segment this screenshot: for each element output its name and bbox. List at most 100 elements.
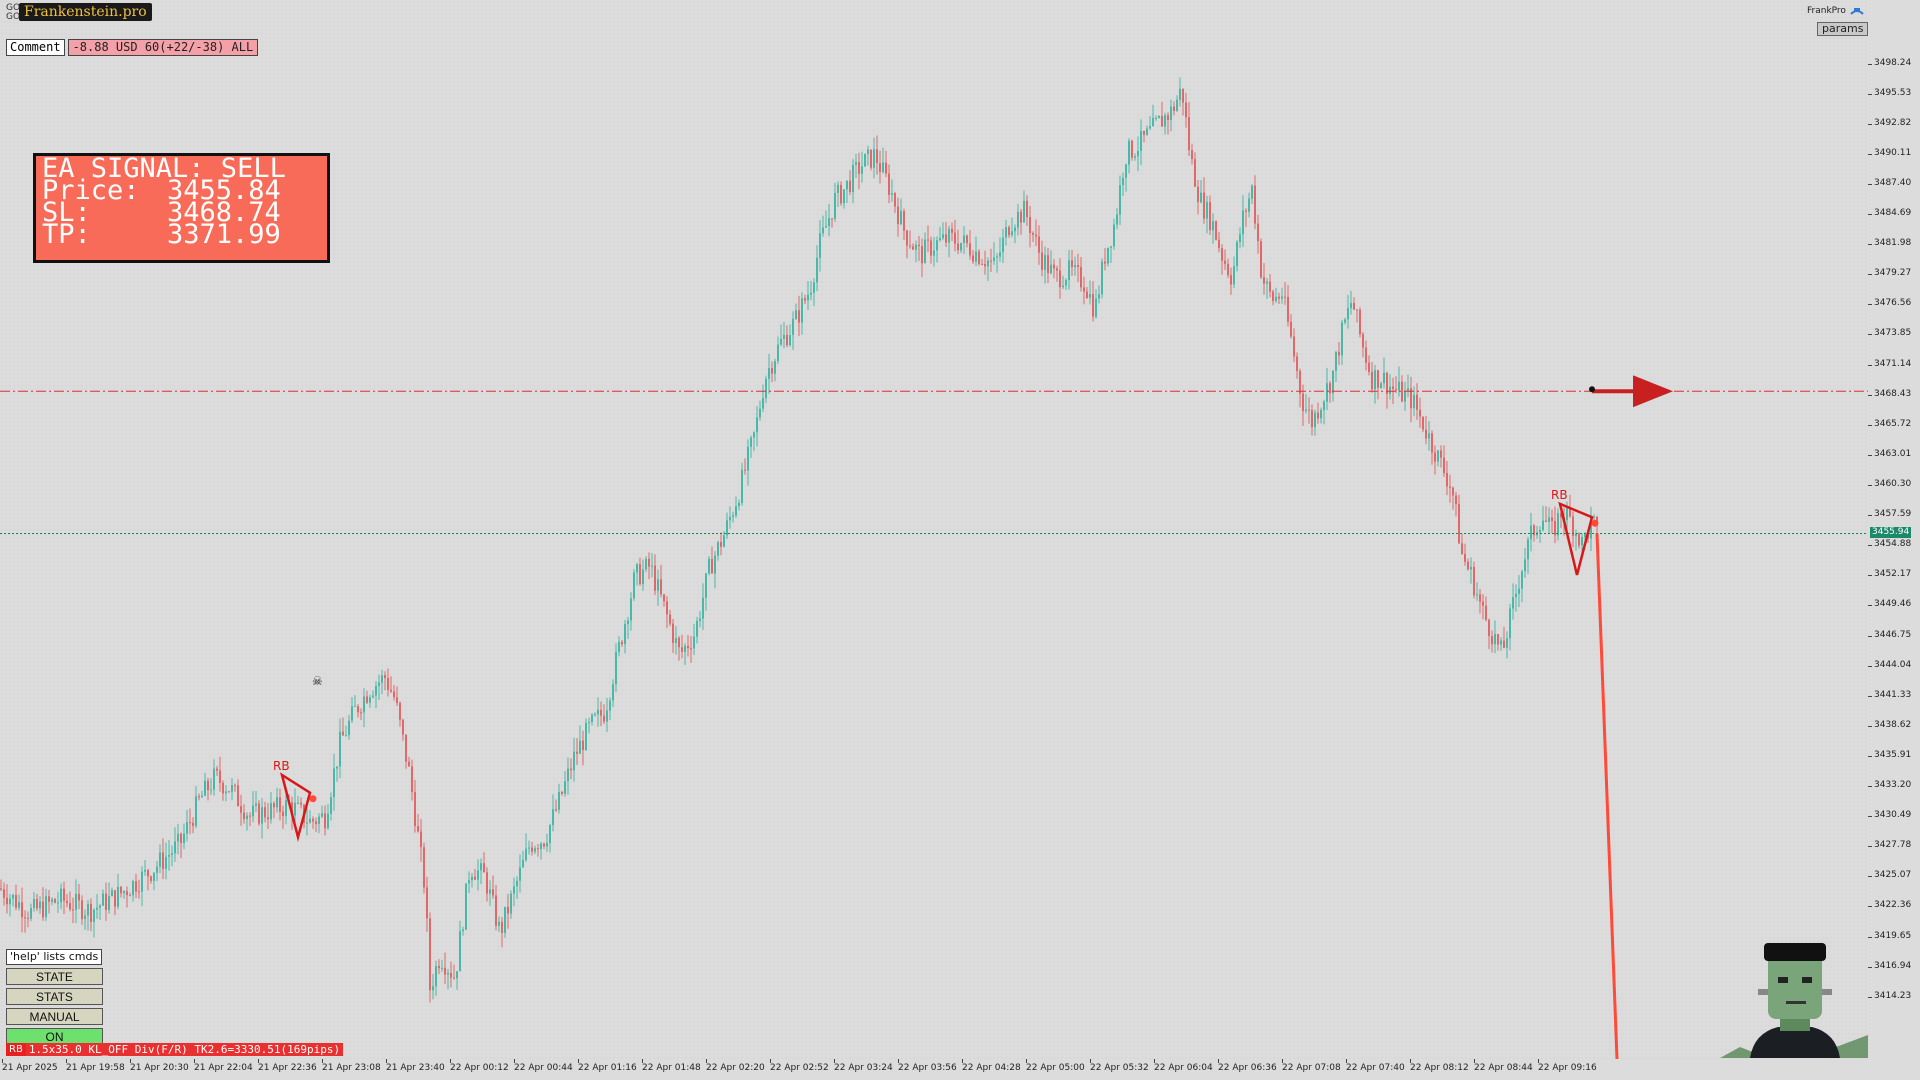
frankenstein-avatar-icon xyxy=(1720,943,1868,1058)
candle-body xyxy=(840,184,842,204)
time-tick xyxy=(1346,1059,1347,1063)
price-tick-label: 3492.82 xyxy=(1874,117,1912,128)
candle-body xyxy=(1518,588,1520,594)
price-tick xyxy=(1868,966,1872,968)
candle-body xyxy=(987,260,989,267)
candle-body xyxy=(855,162,857,165)
candle-body xyxy=(909,245,911,247)
candle-body xyxy=(924,239,926,264)
candle-body xyxy=(897,206,899,225)
candle-body xyxy=(867,149,869,154)
price-tick xyxy=(1868,424,1872,426)
candle-body xyxy=(1566,508,1568,521)
candle-body xyxy=(84,915,86,920)
candle-body xyxy=(1386,372,1388,394)
candle-body xyxy=(1119,185,1121,215)
candle-body xyxy=(1560,513,1562,518)
price-tick-label: 3414.23 xyxy=(1874,990,1912,1001)
candle-body xyxy=(672,623,674,644)
candle-body xyxy=(939,238,941,241)
price-tick xyxy=(1868,304,1872,306)
candle-body xyxy=(1122,177,1124,186)
status-text: 1.5x35.0 KL_OFF Div(F/R) TK2.6=3330.51(1… xyxy=(25,1042,344,1056)
candle-body xyxy=(567,768,569,782)
candle-body xyxy=(954,232,956,244)
time-tick-label: 22 Apr 02:52 xyxy=(770,1063,829,1073)
candle-body xyxy=(678,638,680,648)
price-tick xyxy=(1868,274,1872,276)
candle-body xyxy=(1023,200,1025,223)
candle-body xyxy=(642,569,644,585)
candle-body xyxy=(945,234,947,243)
candle-body xyxy=(1473,567,1475,596)
candle-body xyxy=(1395,389,1397,391)
candle-body xyxy=(264,807,266,818)
candle-body xyxy=(141,871,143,892)
candle-body xyxy=(822,227,824,234)
signal-row-tp: TP: 3371.99 xyxy=(42,221,321,248)
rb-pattern-label: RB xyxy=(1551,488,1568,502)
candle-body xyxy=(885,162,887,174)
candle-body xyxy=(963,235,965,243)
candle-body xyxy=(198,796,200,798)
candle-body xyxy=(984,264,986,267)
candle-body xyxy=(1059,270,1061,288)
candle-body xyxy=(336,766,338,769)
candle-body xyxy=(579,740,581,754)
candle-body xyxy=(606,710,608,722)
candle-body xyxy=(1146,128,1148,135)
price-tick-label: 3473.85 xyxy=(1874,328,1912,339)
candle-body xyxy=(705,573,707,598)
candle-body xyxy=(612,684,614,701)
price-tick-label: 3446.75 xyxy=(1874,629,1912,640)
candle-body xyxy=(1347,308,1349,320)
candle-body xyxy=(711,558,713,574)
candle-body xyxy=(51,899,53,902)
candle-body xyxy=(1344,319,1346,323)
time-tick xyxy=(962,1059,963,1063)
candle-body xyxy=(1239,234,1241,243)
candle-body xyxy=(1416,394,1418,410)
candle-body xyxy=(516,880,518,887)
candle-body xyxy=(12,894,14,899)
candle-body xyxy=(843,189,845,204)
candle-body xyxy=(942,234,944,239)
candle-body xyxy=(744,469,746,471)
candle-body xyxy=(225,791,227,794)
candle-body xyxy=(879,163,881,173)
time-tick xyxy=(1218,1059,1219,1063)
manual-button[interactable]: MANUAL xyxy=(6,1008,103,1025)
candle-body xyxy=(732,515,734,517)
candle-body xyxy=(1452,487,1454,496)
candle-body xyxy=(729,516,731,521)
comment-label: Comment xyxy=(6,39,65,56)
candle-body xyxy=(750,437,752,447)
candle-body xyxy=(813,282,815,293)
params-button[interactable]: params xyxy=(1817,22,1869,36)
candle-body xyxy=(624,624,626,645)
candle-body xyxy=(96,907,98,910)
candle-body xyxy=(1017,211,1019,228)
candle-body xyxy=(240,806,242,813)
chart-area[interactable]: RB RB ☠ xyxy=(0,0,1868,1059)
candle-body xyxy=(1281,296,1283,299)
candle-body xyxy=(1005,227,1007,238)
candle-body xyxy=(45,896,47,918)
candle-body xyxy=(531,847,533,852)
candle-body xyxy=(117,886,119,907)
candle-body xyxy=(1182,88,1184,103)
brand-label[interactable]: Frankenstein.pro xyxy=(19,3,152,21)
price-tick-label: 3468.43 xyxy=(1874,388,1912,399)
price-tick xyxy=(1868,153,1872,155)
stats-button[interactable]: STATS xyxy=(6,988,103,1005)
candle-body xyxy=(966,235,968,244)
candle-body xyxy=(765,378,767,399)
candle-body xyxy=(402,719,404,735)
candle-body xyxy=(1287,296,1289,322)
state-button[interactable]: STATE xyxy=(6,968,103,985)
time-tick xyxy=(642,1059,643,1063)
candle-body xyxy=(309,818,311,823)
candle-body xyxy=(801,298,803,323)
candle-body xyxy=(1128,140,1130,165)
skull-marker: ☠ xyxy=(312,674,323,688)
